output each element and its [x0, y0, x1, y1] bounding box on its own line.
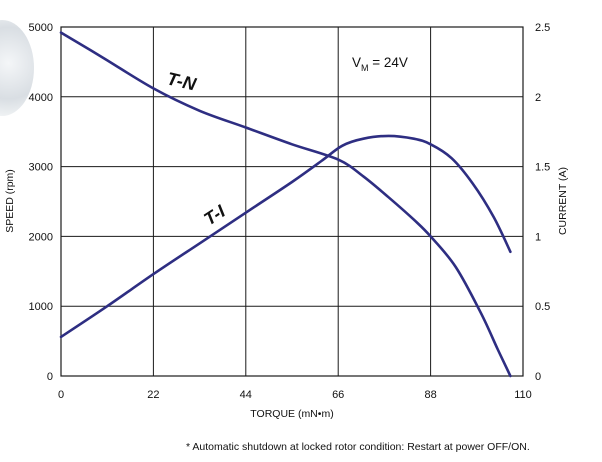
series-line-tn — [59, 31, 512, 378]
y-right-tick-label: 2.5 — [535, 22, 550, 34]
x-tick-label: 66 — [332, 389, 344, 401]
x-axis-title: TORQUE (mN•m) — [250, 408, 333, 420]
series-label-tn: T-N — [165, 68, 199, 94]
y-right-tick-label: 0.5 — [535, 301, 550, 313]
tick-labels: 0 22 44 66 88 11001000200030004000500000.511.… — [29, 22, 551, 401]
x-tick-label: 22 — [147, 389, 159, 401]
y-right-tick-label: 2 — [535, 92, 541, 104]
y-left-tick-label: 1000 — [29, 301, 53, 313]
y-left-tick-label: 4000 — [29, 92, 53, 104]
plot-frame — [60, 26, 524, 377]
y-right-tick-label: 1.5 — [535, 162, 550, 174]
y-axis-left-title: SPEED (rpm) — [4, 169, 16, 233]
series-layer — [59, 31, 512, 378]
x-tick-label: 44 — [240, 389, 252, 401]
voltage-annotation-main: V — [352, 55, 361, 70]
y-left-tick-label: 3000 — [29, 162, 53, 174]
voltage-annotation-sub: M — [361, 63, 369, 73]
voltage-annotation: VM = 24V — [352, 55, 408, 73]
footnote: * Automatic shutdown at locked rotor con… — [186, 441, 530, 453]
x-tick-label: 110 — [514, 389, 532, 401]
y-left-tick-label: 5000 — [29, 22, 53, 34]
series-line-ti — [59, 134, 512, 339]
y-left-tick-label: 2000 — [29, 231, 53, 243]
grid — [60, 26, 524, 377]
x-tick-label: 0 — [58, 389, 64, 401]
voltage-annotation-rest: = 24V — [369, 55, 408, 70]
y-left-tick-label: 0 — [47, 371, 53, 383]
x-tick-label: 88 — [424, 389, 436, 401]
y-right-tick-label: 0 — [535, 371, 541, 383]
y-right-tick-label: 1 — [535, 231, 541, 243]
y-axis-right-title: CURRENT (A) — [557, 167, 569, 235]
